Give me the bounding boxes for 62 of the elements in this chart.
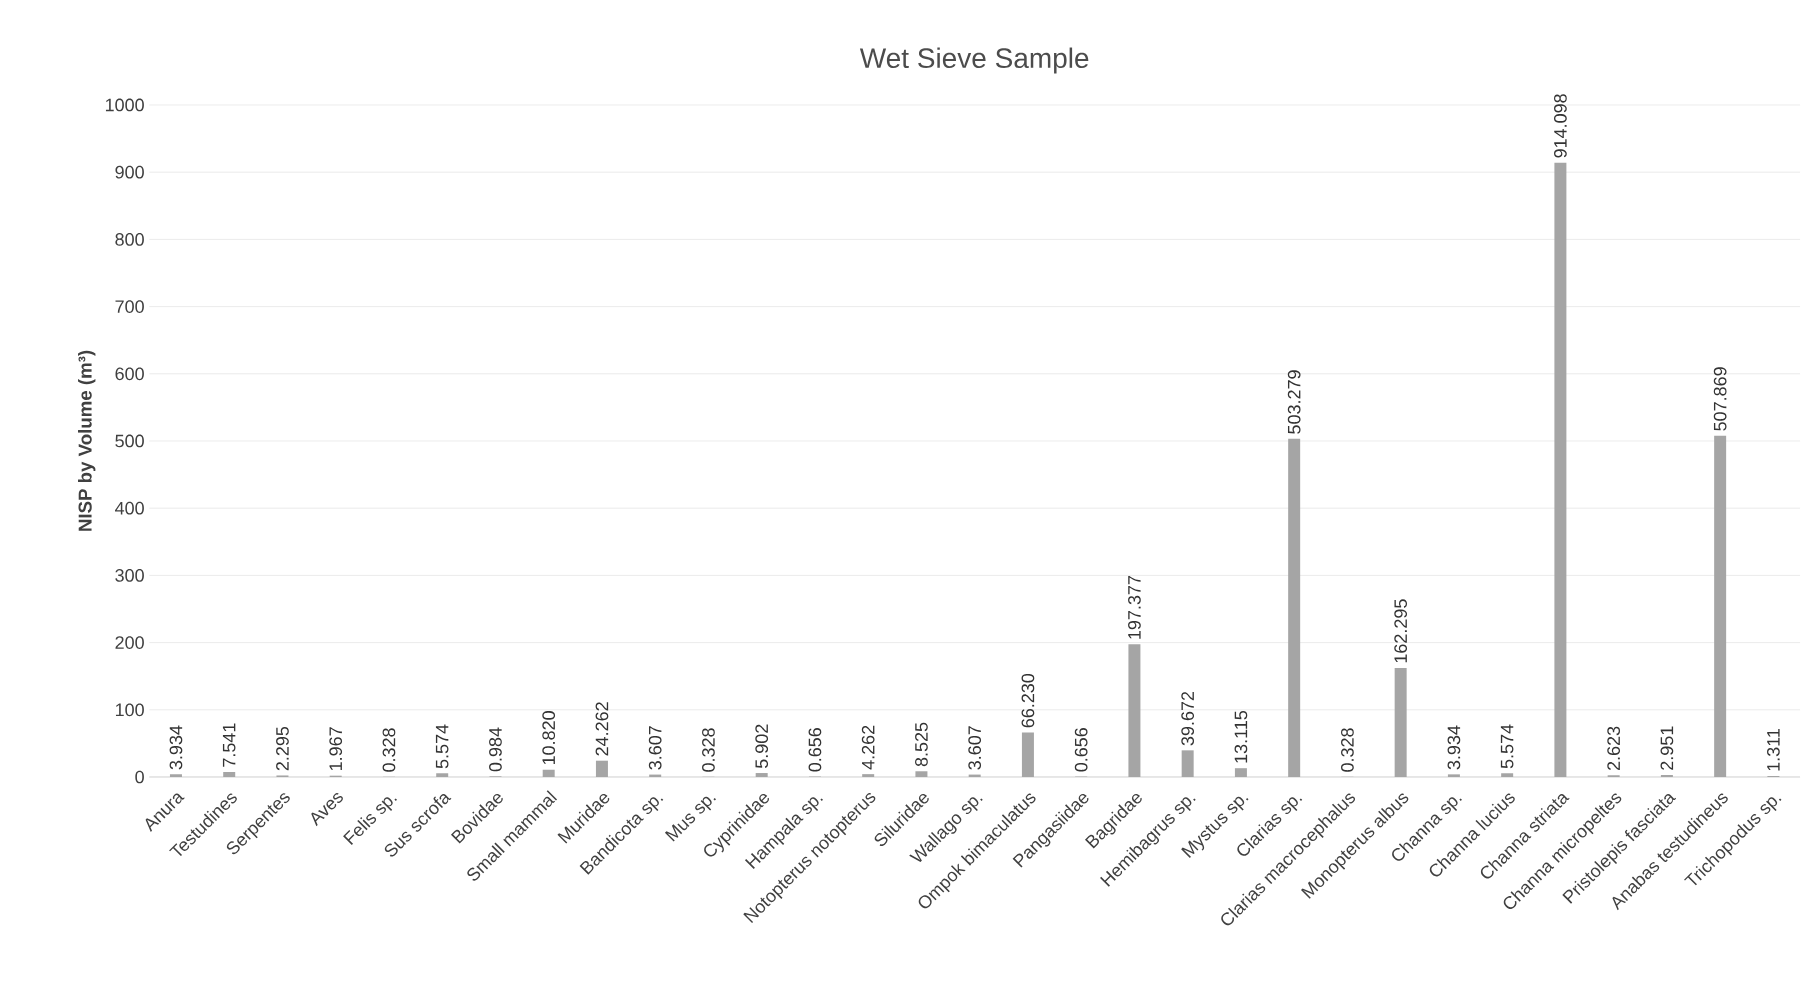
bar (862, 774, 875, 777)
bar (915, 771, 928, 777)
y-tick-label: 700 (115, 300, 144, 313)
y-tick-label: 200 (115, 636, 144, 649)
data-label: 7.541 (222, 723, 236, 767)
bar (169, 774, 182, 777)
bar (436, 773, 449, 777)
data-label: 0.656 (1074, 728, 1088, 772)
data-label: 3.934 (169, 725, 183, 770)
bar (1554, 162, 1567, 777)
y-tick-label: 500 (115, 434, 144, 448)
data-label: 3.934 (1447, 725, 1461, 770)
bar (223, 771, 236, 777)
data-label: 0.656 (808, 728, 822, 772)
bar (1128, 644, 1141, 777)
bar (1021, 732, 1034, 777)
data-label: 0.328 (702, 728, 715, 772)
y-tick-label: 800 (115, 233, 144, 246)
data-label: 197.377 (1128, 575, 1141, 639)
data-label: 3.607 (648, 726, 662, 770)
bar (1714, 435, 1727, 777)
y-axis-title: NISP by Volume (m³) (78, 350, 96, 531)
bar (1501, 773, 1514, 777)
data-label: 2.623 (1607, 726, 1621, 771)
bar (1234, 768, 1247, 777)
data-label: 0.984 (489, 727, 502, 772)
data-label: 2.295 (276, 726, 289, 771)
y-tick-label: 400 (115, 501, 144, 515)
data-label: 914.098 (1554, 94, 1567, 158)
bar (1447, 774, 1460, 777)
y-tick-label: 1000 (105, 98, 144, 112)
y-tick-label: 900 (115, 165, 144, 179)
data-label: 13.115 (1234, 710, 1248, 763)
bar (595, 760, 608, 777)
bar (1288, 438, 1301, 777)
data-label: 0.328 (1341, 728, 1354, 772)
data-label: 5.902 (755, 724, 769, 769)
data-label: 5.574 (435, 724, 449, 769)
data-label: 10.820 (542, 711, 556, 765)
data-label: 0.328 (382, 728, 396, 772)
data-label: 1.311 (1767, 729, 1780, 771)
y-tick-label: 100 (115, 703, 144, 717)
data-label: 507.869 (1713, 367, 1727, 431)
y-tick-label: 0 (135, 770, 144, 784)
bar (542, 769, 555, 777)
bar (755, 773, 768, 777)
bar (1181, 750, 1194, 777)
data-label: 66.230 (1021, 673, 1035, 728)
data-label: 5.574 (1500, 724, 1514, 769)
y-tick-label: 300 (115, 569, 144, 582)
data-label: 24.262 (595, 702, 609, 756)
data-label: 3.607 (968, 726, 982, 770)
y-tick-label: 600 (115, 367, 144, 381)
data-label: 162.295 (1394, 599, 1408, 663)
data-label: 39.672 (1181, 691, 1195, 746)
data-label: 1.967 (329, 727, 343, 771)
data-label: 2.951 (1660, 726, 1674, 770)
data-label: 4.262 (861, 725, 875, 770)
chart-title: Wet Sieve Sample (859, 47, 1089, 74)
data-label: 8.525 (915, 722, 928, 767)
bar (1394, 667, 1407, 777)
data-label: 503.279 (1287, 370, 1301, 434)
